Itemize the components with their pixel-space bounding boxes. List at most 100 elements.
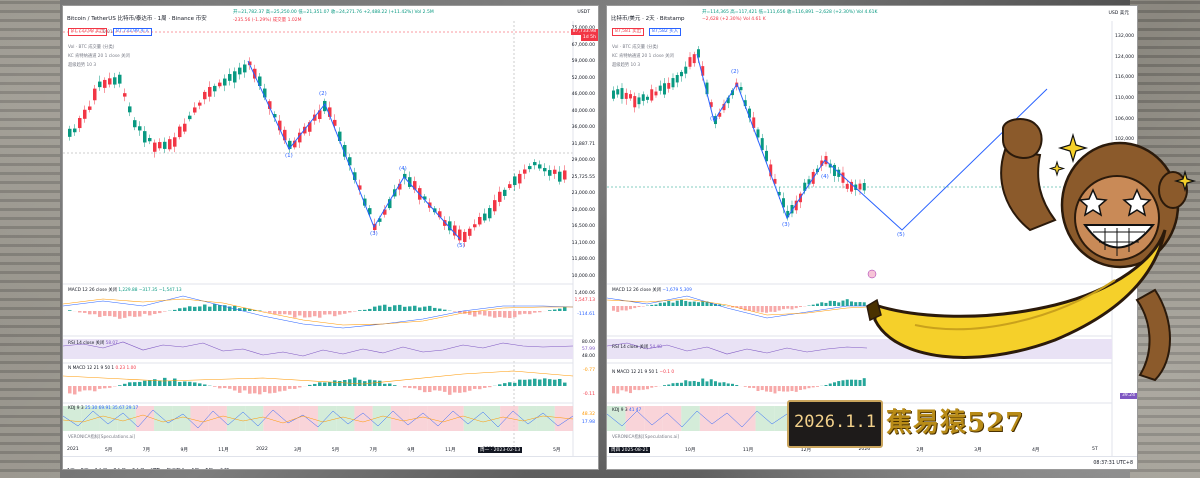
- left-nmacd-label[interactable]: N MACD 12 21 9 50 1 0.23 1.00: [68, 366, 137, 371]
- histogram-bar: [323, 311, 327, 315]
- timeframe-button-8[interactable]: 5年: [205, 467, 213, 469]
- right-trend-indicator[interactable]: 超级趋势 10 3: [612, 63, 641, 68]
- histogram-bar: [629, 306, 632, 310]
- histogram-bar: [213, 386, 217, 387]
- right-y-tick: 124,000: [1115, 54, 1134, 60]
- candle: [488, 208, 492, 219]
- left-kdj-bands: [63, 406, 573, 431]
- left-x-tick: 9月: [407, 448, 415, 453]
- right-buy-button[interactable]: 87,582 买入: [649, 28, 682, 36]
- histogram-bar: [448, 386, 452, 395]
- candle: [663, 83, 666, 95]
- right-sell-button[interactable]: 87,581 卖出: [612, 28, 645, 36]
- right-nmacd-label[interactable]: N MACD 12 21 9 50 1 −0.1 0: [612, 370, 675, 375]
- histogram-bar: [612, 386, 615, 394]
- histogram-bar: [208, 306, 212, 311]
- histogram-bar: [538, 311, 542, 313]
- histogram-bar: [438, 308, 442, 311]
- histogram-bar: [828, 383, 832, 386]
- candle: [233, 71, 237, 83]
- histogram-bar: [837, 302, 841, 306]
- timeframe-button-5[interactable]: YTD: [151, 469, 161, 470]
- histogram-bar: [298, 311, 302, 316]
- kdj-band: [699, 406, 719, 431]
- timeframe-button-7[interactable]: 1年: [191, 467, 199, 469]
- left-rsi-label[interactable]: RSI 14 close 关闭 58.07: [68, 341, 118, 346]
- right-rsi-label[interactable]: RSI 14 close 关闭 54.48: [612, 345, 662, 350]
- left-x-tick: 7月: [142, 448, 151, 453]
- candle: [158, 142, 162, 149]
- timeframe-button-4[interactable]: 6个月: [132, 467, 145, 469]
- right-tv-label[interactable]: VERONICA指标[Speculations.ai]: [612, 435, 680, 440]
- histogram-bar: [443, 309, 447, 311]
- right-currency[interactable]: USD 美元: [1108, 11, 1129, 16]
- candle: [748, 108, 751, 118]
- histogram-bar: [837, 381, 841, 386]
- histogram-bar: [553, 309, 557, 311]
- histogram-bar: [408, 386, 412, 389]
- histogram-bar: [701, 378, 705, 386]
- right-clock[interactable]: 08:37:31 UTC+8: [1093, 461, 1133, 466]
- left-y-tick: 67,000.00: [571, 42, 595, 48]
- histogram-bar: [93, 311, 97, 315]
- left-rsi-axis-2: 57.99: [581, 347, 595, 352]
- histogram-bar: [293, 311, 297, 318]
- histogram-bar: [68, 310, 72, 311]
- left-currency[interactable]: USDT: [577, 10, 590, 15]
- left-nmacd-axis-1: -0.77: [583, 368, 595, 373]
- candle: [701, 66, 705, 76]
- right-x-tick: 2月: [916, 448, 924, 453]
- left-kdj-label[interactable]: KDJ 9 3 25.30 69.91 35.67 29.17: [68, 406, 139, 411]
- histogram-bar: [308, 311, 312, 318]
- histogram-bar: [218, 305, 222, 311]
- histogram-bar: [418, 307, 422, 311]
- left-trend-indicator[interactable]: 超级趋势 10 3: [68, 63, 97, 68]
- timeframe-button-6[interactable]: 年初至今: [166, 467, 185, 469]
- candle: [833, 164, 836, 176]
- left-vol-indicator[interactable]: Vol · BTC 成交量 (分类): [68, 45, 115, 50]
- right-kc-indicator[interactable]: KC 肯特纳通道 20 1 close 关闭: [612, 54, 674, 59]
- histogram-bar: [258, 310, 262, 311]
- histogram-bar: [548, 310, 552, 311]
- candle: [458, 229, 462, 241]
- histogram-bar: [722, 382, 726, 386]
- timeframe-button-2[interactable]: 1个月: [95, 467, 108, 469]
- timeframe-button-3[interactable]: 3个月: [113, 467, 126, 469]
- candle: [463, 231, 467, 242]
- left-ohlc: 开=21,782.37 高=25,250.00 低=21,351.07 收=24…: [233, 10, 434, 15]
- histogram-bar: [620, 386, 624, 391]
- right-kdj-label[interactable]: KDJ 9 3 41 47: [612, 408, 642, 413]
- right-wave-1: (1): [710, 116, 718, 122]
- histogram-bar: [845, 379, 849, 386]
- histogram-bar: [803, 386, 807, 390]
- timeframe-button-0[interactable]: 1天: [67, 467, 75, 469]
- histogram-bar: [675, 300, 679, 306]
- histogram-bar: [173, 378, 177, 386]
- histogram-bar: [633, 386, 637, 390]
- signature-text: 蕉易猿527: [886, 408, 1025, 438]
- kdj-band: [281, 406, 300, 431]
- left-tv-label[interactable]: VERONICA指标[Speculations.ai]: [68, 435, 136, 440]
- left-x-last: 5月: [553, 448, 561, 453]
- left-kc-indicator[interactable]: KC 肯特纳通道 20 1 close 关闭: [68, 54, 130, 59]
- histogram-bar: [223, 386, 227, 389]
- timeframe-button-9[interactable]: 全部: [219, 467, 229, 469]
- histogram-bar: [765, 306, 768, 313]
- histogram-bar: [705, 381, 709, 386]
- candle: [667, 82, 671, 89]
- histogram-bar: [858, 302, 862, 306]
- histogram-bar: [203, 384, 207, 386]
- left-price-chart[interactable]: [63, 6, 598, 469]
- timeframe-button-1[interactable]: 5天: [81, 467, 89, 469]
- histogram-bar: [158, 380, 162, 386]
- candle: [198, 102, 202, 106]
- histogram-bar: [697, 302, 700, 306]
- histogram-bar: [413, 305, 417, 311]
- histogram-bar: [283, 311, 287, 315]
- histogram-bar: [68, 386, 72, 394]
- right-vol-indicator[interactable]: Vol · BTC 成交量 (分类): [612, 45, 659, 50]
- left-macd-label[interactable]: MACD 12 26 close 关闭 1,229.88 −317.35 −1,…: [68, 288, 182, 293]
- histogram-bar: [850, 301, 853, 306]
- histogram-bar: [820, 302, 824, 306]
- right-macd-label[interactable]: MACD 12 26 close 关闭 −1,679 5,309: [612, 288, 692, 293]
